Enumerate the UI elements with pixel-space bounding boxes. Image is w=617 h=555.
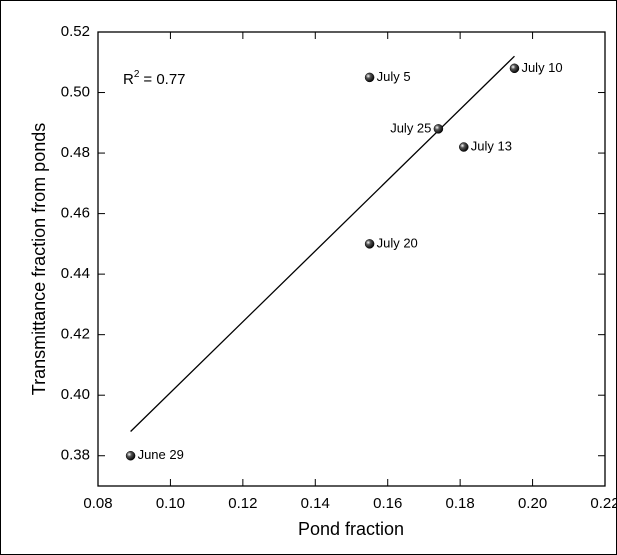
annotation-r: R [123, 71, 134, 88]
annotation-value: = 0.77 [143, 71, 185, 88]
x-tick-label: 0.16 [373, 495, 402, 512]
fit-line [130, 55, 515, 432]
point [459, 142, 469, 152]
y-tick-label: 0.50 [61, 84, 90, 101]
point-label: July 5 [377, 69, 411, 84]
point-label: July 10 [521, 60, 562, 75]
point [125, 450, 136, 461]
y-tick-label: 0.52 [61, 23, 90, 40]
y-tick-label: 0.48 [61, 144, 90, 161]
y-tick-label: 0.44 [61, 265, 90, 282]
x-tick-label: 0.12 [228, 495, 257, 512]
plot-box [97, 31, 606, 487]
point-label: July 25 [390, 120, 431, 135]
point [364, 239, 375, 249]
point [509, 63, 520, 74]
point [364, 72, 375, 83]
y-tick-label: 0.40 [61, 386, 90, 403]
point-label: July 13 [471, 138, 512, 153]
y-tick-label: 0.42 [61, 326, 90, 343]
point-label: July 20 [377, 235, 418, 250]
x-tick-label: 0.08 [83, 495, 112, 512]
point [433, 124, 444, 134]
x-tick-label: 0.22 [590, 495, 617, 512]
x-tick-label: 0.18 [446, 495, 475, 512]
x-axis-title: Pond fraction [298, 519, 404, 539]
y-axis-title: Transmittance fraction from ponds [29, 123, 49, 395]
y-tick-label: 0.38 [61, 447, 90, 464]
point-label: June 29 [138, 447, 184, 462]
annotation: R2 = 0.77 [123, 69, 186, 88]
annotation-exp: 2 [134, 69, 140, 80]
x-tick-label: 0.20 [518, 495, 547, 512]
y-tick-label: 0.46 [61, 205, 90, 222]
x-tick-label: 0.14 [301, 495, 330, 512]
x-tick-label: 0.10 [156, 495, 185, 512]
